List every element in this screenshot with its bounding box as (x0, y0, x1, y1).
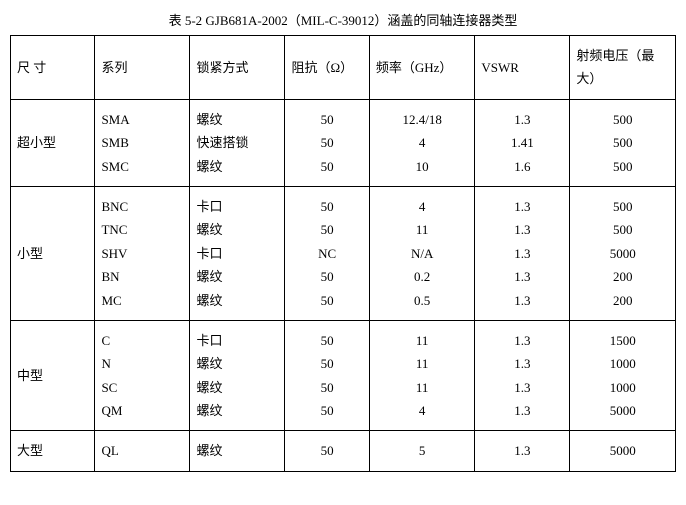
connector-table: 尺 寸 系列 锁紧方式 阻抗（Ω） 频率（GHz） VSWR 射频电压（最大） … (10, 35, 676, 472)
header-volt: 射频电压（最大） (570, 36, 676, 100)
cell-vswr: 1.3 (475, 431, 570, 471)
cell-impedance: 50 (285, 431, 369, 471)
cell-vswr: 1.3 1.3 1.3 1.3 (475, 320, 570, 431)
header-freq: 频率（GHz） (369, 36, 475, 100)
table-row: 超小型SMA SMB SMC螺纹 快速搭锁 螺纹50 50 5012.4/18 … (11, 99, 676, 186)
cell-lock: 螺纹 (190, 431, 285, 471)
cell-lock: 螺纹 快速搭锁 螺纹 (190, 99, 285, 186)
cell-freq: 11 11 11 4 (369, 320, 475, 431)
cell-vswr: 1.3 1.3 1.3 1.3 1.3 (475, 186, 570, 320)
cell-impedance: 50 50 50 50 (285, 320, 369, 431)
cell-freq: 5 (369, 431, 475, 471)
cell-series: SMA SMB SMC (95, 99, 190, 186)
cell-lock: 卡口 螺纹 卡口 螺纹 螺纹 (190, 186, 285, 320)
cell-series: C N SC QM (95, 320, 190, 431)
cell-volt: 500 500 5000 200 200 (570, 186, 676, 320)
cell-lock: 卡口 螺纹 螺纹 螺纹 (190, 320, 285, 431)
cell-volt: 500 500 500 (570, 99, 676, 186)
cell-impedance: 50 50 NC 50 50 (285, 186, 369, 320)
table-caption: 表 5-2 GJB681A-2002（MIL-C-39012）涵盖的同轴连接器类… (10, 10, 676, 29)
table-row: 小型BNC TNC SHV BN MC卡口 螺纹 卡口 螺纹 螺纹50 50 N… (11, 186, 676, 320)
cell-freq: 4 11 N/A 0.2 0.5 (369, 186, 475, 320)
header-impedance: 阻抗（Ω） (285, 36, 369, 100)
header-row: 尺 寸 系列 锁紧方式 阻抗（Ω） 频率（GHz） VSWR 射频电压（最大） (11, 36, 676, 100)
cell-vswr: 1.3 1.41 1.6 (475, 99, 570, 186)
cell-series: QL (95, 431, 190, 471)
cell-size: 大型 (11, 431, 95, 471)
cell-volt: 1500 1000 1000 5000 (570, 320, 676, 431)
header-vswr: VSWR (475, 36, 570, 100)
cell-size: 超小型 (11, 99, 95, 186)
cell-freq: 12.4/18 4 10 (369, 99, 475, 186)
table-row: 大型QL螺纹5051.35000 (11, 431, 676, 471)
header-size: 尺 寸 (11, 36, 95, 100)
header-series: 系列 (95, 36, 190, 100)
cell-size: 小型 (11, 186, 95, 320)
cell-volt: 5000 (570, 431, 676, 471)
cell-size: 中型 (11, 320, 95, 431)
cell-impedance: 50 50 50 (285, 99, 369, 186)
cell-series: BNC TNC SHV BN MC (95, 186, 190, 320)
table-row: 中型C N SC QM卡口 螺纹 螺纹 螺纹50 50 50 5011 11 1… (11, 320, 676, 431)
header-lock: 锁紧方式 (190, 36, 285, 100)
